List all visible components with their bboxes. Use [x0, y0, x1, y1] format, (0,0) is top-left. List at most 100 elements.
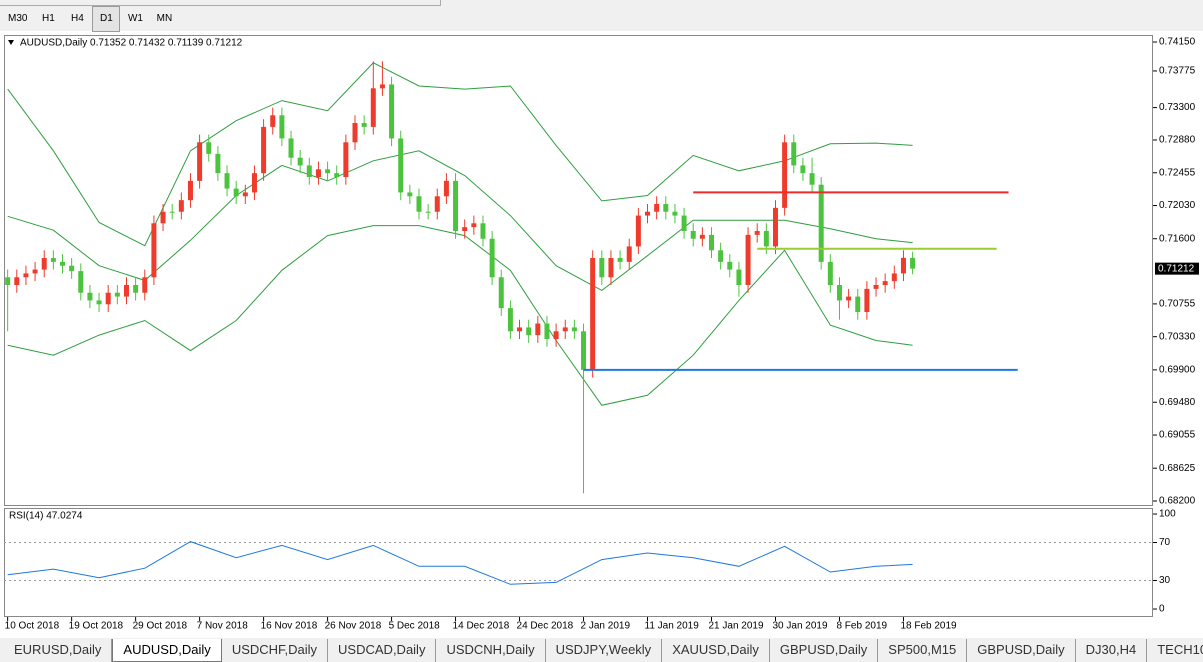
timeframe-button[interactable]: M30 — [8, 13, 28, 24]
candle-body — [288, 138, 294, 158]
candle-body — [334, 173, 340, 178]
chart-tab[interactable]: AUDUSD,Daily — [112, 639, 222, 662]
candle-body — [635, 215, 641, 247]
candle-body — [142, 277, 148, 293]
chart-tab[interactable]: DJ30,H4 — [1076, 639, 1148, 662]
candle-body — [718, 250, 724, 262]
candle-body — [87, 292, 93, 301]
candle-body — [96, 300, 102, 305]
timeframe-button[interactable]: H4 — [71, 13, 84, 24]
chart-tabs: EURUSD,Daily AUDUSD,Daily USDCHF,Daily USDC… — [4, 639, 1203, 662]
candle-body — [462, 227, 468, 232]
candle-body — [453, 180, 459, 232]
candle-body — [626, 246, 632, 262]
timeframe-button[interactable]: W1 — [127, 13, 143, 24]
candle-body — [50, 258, 56, 262]
candle-body — [873, 285, 879, 289]
candle-body — [5, 277, 11, 286]
candle-body — [590, 258, 596, 370]
candle-body — [763, 231, 769, 247]
candle-body — [178, 200, 184, 212]
timeframe-button[interactable]: D1 — [92, 6, 121, 32]
candle-body — [882, 281, 888, 286]
chart-tab[interactable]: GBPUSD,Daily — [967, 639, 1076, 662]
candle-body — [645, 211, 651, 216]
x-tick-label: 24 Dec 2018 — [517, 621, 574, 632]
x-tick-label: 5 Dec 2018 — [389, 621, 441, 632]
candle-body — [690, 231, 696, 239]
x-tick-label: 16 Nov 2018 — [261, 621, 318, 632]
candle-body — [654, 204, 660, 212]
chart-tab[interactable]: USDCAD,Daily — [328, 639, 437, 662]
y-tick-label: 0.70755 — [1159, 299, 1196, 310]
candle-body — [32, 269, 38, 274]
candle-body — [370, 88, 376, 127]
bollinger-band — [7, 62, 913, 247]
candle-body — [379, 84, 385, 89]
candle-body — [389, 84, 395, 139]
candle-body — [699, 234, 705, 239]
x-tick-label: 11 Jan 2019 — [645, 621, 700, 632]
candle-body — [315, 169, 321, 178]
timeframe-toolbar: M30 H1 H4 D1 W1 MN — [0, 6, 178, 32]
chart-tab[interactable]: TECH100 — [1147, 639, 1203, 662]
timeframe-button[interactable]: MN — [156, 13, 173, 24]
candle-body — [846, 296, 852, 301]
chart-tab[interactable]: EURUSD,Daily — [4, 639, 113, 662]
y-tick-label: 100 — [1159, 509, 1176, 520]
candle-body — [279, 115, 285, 139]
candle-body — [443, 180, 449, 197]
candle-body — [891, 273, 897, 282]
rsi-line — [7, 541, 913, 585]
chart-tab[interactable]: USDJPY,Weekly — [546, 639, 663, 662]
candle-body — [708, 234, 714, 251]
chart-tab[interactable]: USDCHF,Daily — [222, 639, 329, 662]
candle-body — [736, 269, 742, 286]
candle-body — [900, 257, 906, 274]
candle-body — [818, 184, 824, 262]
candle-body — [306, 165, 312, 178]
x-tick-label: 26 Nov 2018 — [325, 621, 382, 632]
candle-body — [571, 327, 577, 332]
y-tick-label: 30 — [1159, 575, 1171, 586]
candle-body — [160, 211, 166, 224]
x-tick-label: 7 Nov 2018 — [197, 621, 249, 632]
candle-body — [78, 271, 84, 293]
chart-tab[interactable]: XAUUSD,Daily — [662, 639, 770, 662]
candle-body — [772, 207, 778, 247]
candle-body — [544, 323, 550, 339]
chart-tab[interactable]: SP500,M15 — [878, 639, 968, 662]
candle-body — [215, 153, 221, 174]
candle-body — [114, 292, 120, 297]
candle-body — [352, 123, 358, 143]
y-tick-label: 0.72880 — [1159, 135, 1196, 146]
candle-body — [526, 327, 532, 336]
chart-tab[interactable]: USDCNH,Daily — [436, 639, 546, 662]
y-tick-label: 70 — [1159, 537, 1171, 548]
candle-body — [855, 296, 861, 313]
candle-body — [754, 231, 760, 235]
candle-body — [151, 223, 157, 278]
candle-body — [407, 192, 413, 197]
candle-body — [507, 308, 513, 332]
chart-tab[interactable]: GBPUSD,Daily — [770, 639, 879, 662]
candle-body — [608, 258, 614, 278]
candle-body — [681, 215, 687, 232]
candle-body — [836, 285, 842, 301]
timeframe-button[interactable]: H1 — [42, 13, 55, 24]
window-edge — [0, 0, 441, 6]
y-tick-label: 0.73775 — [1159, 66, 1196, 77]
x-tick-label: 19 Oct 2018 — [69, 621, 124, 632]
candle-body — [416, 196, 422, 212]
current-price-label: 0.71212 — [1158, 263, 1195, 274]
menu-arrow[interactable] — [8, 40, 14, 45]
candle-body — [782, 142, 788, 208]
candle-body — [663, 204, 669, 212]
candle-body — [581, 331, 587, 370]
y-tick-label: 0.69055 — [1159, 430, 1196, 441]
candle-body — [791, 142, 797, 166]
candle-body — [206, 142, 212, 154]
candle-body — [105, 292, 111, 305]
y-tick-label: 0.74150 — [1159, 37, 1196, 48]
